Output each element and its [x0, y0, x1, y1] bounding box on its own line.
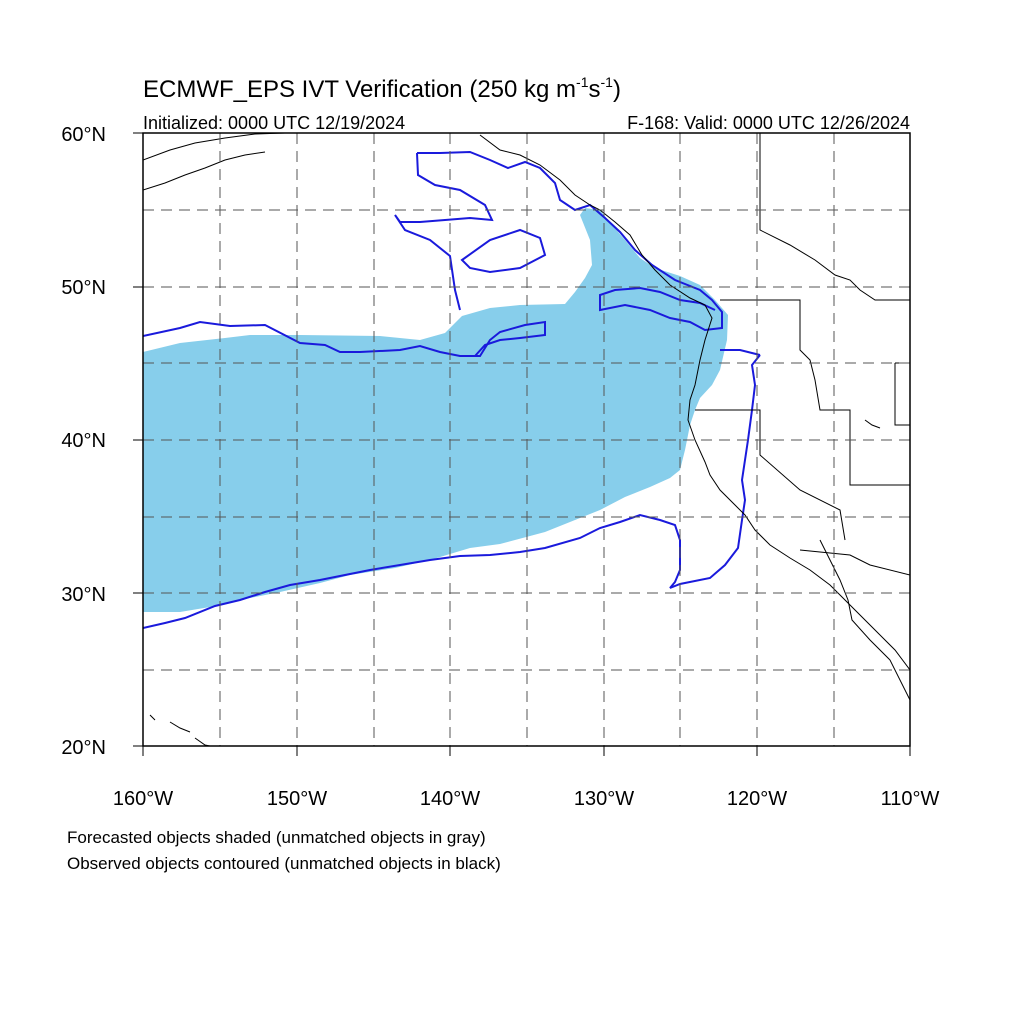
lon-label-140w: 140°W — [420, 788, 480, 810]
observed-object-contour-coast — [720, 349, 761, 356]
subtitle-valid: F-168: Valid: 0000 UTC 12/26/2024 — [627, 113, 910, 133]
caption-observed: Observed objects contoured (unmatched ob… — [67, 854, 501, 873]
coastlines — [143, 133, 910, 746]
observed-object-contour-inner — [394, 152, 547, 311]
lat-label-60n: 60°N — [61, 124, 106, 146]
lat-label-50n: 50°N — [61, 277, 106, 299]
lat-label-40n: 40°N — [61, 430, 106, 452]
observed-object-contour-main — [143, 320, 546, 357]
forecast-object-shaded — [143, 208, 728, 612]
lon-label-110w: 110°W — [881, 788, 940, 810]
lon-label-130w: 130°W — [574, 788, 634, 810]
observed-object-contour-north — [417, 150, 723, 332]
lat-label-30n: 30°N — [61, 584, 106, 606]
graticule — [143, 133, 910, 746]
caption-forecast: Forecasted objects shaded (unmatched obj… — [67, 828, 486, 847]
chart-title: ECMWF_EPS IVT Verification (250 kg m-1s-… — [143, 74, 621, 103]
tick-marks — [133, 132, 911, 756]
lon-label-160w: 160°W — [113, 788, 173, 810]
observed-object-contour-south — [143, 354, 761, 629]
subtitle-initialized: Initialized: 0000 UTC 12/19/2024 — [143, 113, 405, 133]
lon-label-120w: 120°W — [727, 788, 787, 810]
lat-label-20n: 20°N — [61, 737, 106, 759]
lon-label-150w: 150°W — [267, 788, 327, 810]
